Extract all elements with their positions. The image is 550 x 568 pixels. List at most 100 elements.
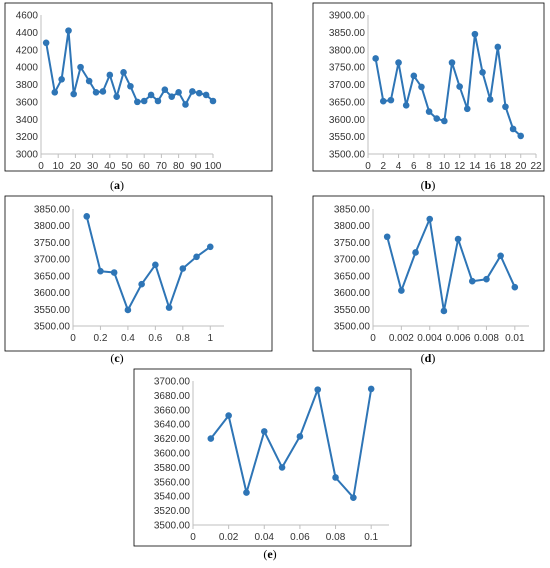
y-tick-label: 3500.00: [334, 322, 371, 333]
data-point: [209, 97, 217, 105]
data-point: [383, 233, 391, 241]
y-tick-label: 3620.00: [154, 434, 191, 445]
data-point: [463, 105, 471, 113]
chart-panel-a: 3000 3200 3400 3600 3800 4000 4200 4400 4600 0 10 2…: [4, 2, 273, 192]
data-point: [497, 252, 504, 260]
x-tick-label: 0: [38, 161, 44, 172]
y-tick-label: 3540.00: [154, 492, 191, 503]
x-tick-label: 0.02: [219, 532, 239, 543]
caption-close: ): [431, 178, 435, 192]
data-point: [260, 428, 268, 435]
y-tick-label: 3850.00: [334, 205, 371, 216]
x-tick-label: 4: [396, 161, 402, 172]
data-point: [454, 235, 462, 243]
y-tick-label: 3000: [16, 150, 39, 161]
y-tick-label: 3700.00: [329, 80, 366, 91]
panel-caption: (d): [421, 351, 436, 365]
data-point: [207, 435, 215, 442]
y-tick-label: 3800.00: [334, 221, 371, 232]
x-tick-label: 60: [139, 161, 151, 172]
data-point: [372, 55, 379, 62]
y-tick-label: 3700.00: [34, 255, 71, 266]
data-point: [202, 91, 210, 99]
y-tick-label: 3700.00: [334, 255, 371, 266]
caption-close: ): [273, 547, 277, 561]
y-tick-label: 3600.00: [329, 115, 366, 126]
data-point: [387, 96, 395, 104]
x-tick-label: 10: [439, 161, 451, 172]
x-tick-label: 2: [380, 161, 386, 172]
data-point: [494, 43, 502, 51]
y-tick-label: 3200: [16, 132, 39, 143]
data-point: [138, 280, 145, 288]
data-point: [127, 82, 134, 90]
data-point: [479, 69, 486, 76]
data-point: [189, 88, 196, 95]
data-point: [412, 249, 419, 256]
data-point: [113, 93, 120, 100]
data-point: [517, 132, 525, 140]
data-point: [296, 433, 304, 440]
x-tick-label: 90: [190, 161, 202, 172]
x-tick-label: 8: [426, 161, 432, 172]
panel-caption: (b): [421, 178, 436, 192]
data-point: [206, 243, 214, 251]
data-point: [483, 275, 490, 283]
data-point: [106, 71, 114, 79]
data-point: [332, 474, 339, 481]
y-tick-label: 3850.00: [34, 205, 71, 216]
data-point: [77, 63, 84, 71]
x-tick-label: 0.2: [94, 333, 108, 344]
y-tick-label: 3650.00: [34, 271, 71, 282]
y-tick-label: 4400: [16, 28, 39, 39]
data-point: [120, 69, 127, 76]
data-point: [65, 27, 72, 34]
data-point: [350, 494, 357, 501]
caption-letter: d: [425, 351, 432, 365]
data-point: [70, 90, 77, 98]
y-tick-label: 3600.00: [154, 449, 191, 460]
x-tick-label: 0.4: [121, 333, 135, 344]
series-line: [210, 388, 373, 499]
data-point: [51, 89, 59, 96]
data-point: [511, 283, 519, 291]
x-tick-label: 0.1: [364, 532, 378, 543]
y-tick-label: 3650.00: [329, 97, 366, 108]
data-point: [147, 91, 155, 99]
y-tick-label: 3850.00: [329, 28, 366, 39]
y-tick-label: 4200: [16, 45, 39, 56]
y-tick-label: 3750.00: [34, 238, 71, 249]
caption-letter: a: [114, 178, 120, 192]
y-tick-label: 3500.00: [154, 521, 191, 532]
x-tick-label: 50: [121, 161, 133, 172]
data-point: [175, 89, 182, 96]
data-point: [426, 215, 434, 223]
y-tick-label: 3700.00: [154, 377, 191, 388]
caption-open: (: [110, 351, 114, 365]
caption-letter: b: [425, 178, 432, 192]
y-tick-label: 3650.00: [334, 271, 371, 282]
x-tick-label: 80: [173, 161, 185, 172]
data-point: [193, 253, 200, 261]
data-point: [152, 261, 159, 269]
data-point: [448, 59, 456, 66]
panel-caption: (a): [110, 178, 124, 192]
data-point: [168, 93, 176, 100]
y-tick-label: 3500.00: [329, 150, 366, 161]
data-point: [468, 277, 476, 285]
data-point: [440, 307, 448, 315]
y-tick-label: 3600.00: [34, 288, 71, 299]
chart-panel-d: 3500.00 3550.00 3600.00 3650.00 3700.00 3750.…: [312, 195, 545, 365]
y-tick-label: 3640.00: [154, 420, 191, 431]
data-point: [134, 98, 141, 106]
y-tick-label: 3750.00: [329, 63, 366, 74]
x-tick-label: 0.006: [446, 333, 471, 344]
caption-close: ): [431, 351, 435, 365]
caption-close: ): [120, 178, 124, 192]
data-point: [225, 412, 232, 419]
data-point: [195, 89, 203, 97]
x-tick-label: 0.004: [417, 333, 442, 344]
y-tick-label: 3560.00: [154, 477, 191, 488]
y-tick-label: 4000: [16, 63, 39, 74]
